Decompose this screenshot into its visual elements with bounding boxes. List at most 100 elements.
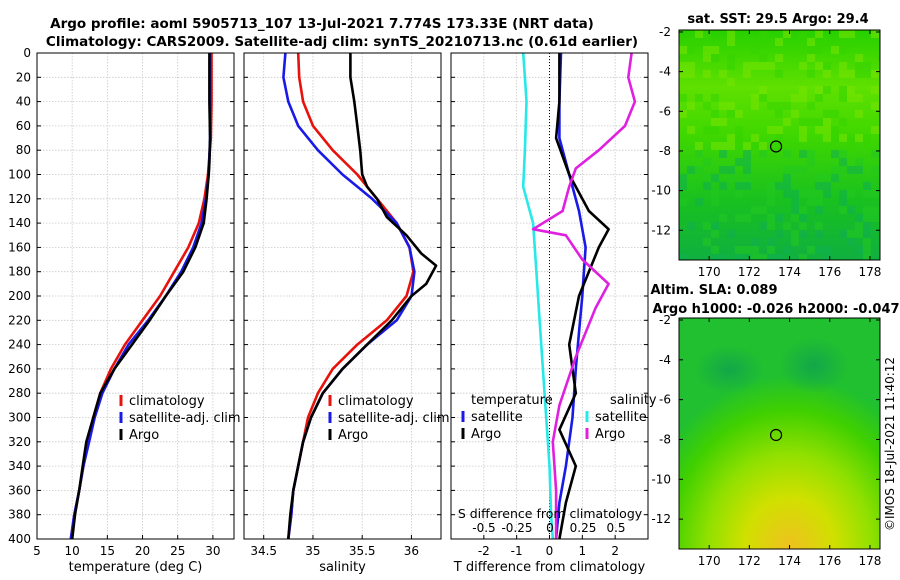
title-line-1: Argo profile: aoml 5905713_107 13-Jul-20… bbox=[50, 16, 594, 32]
sst-cell bbox=[871, 206, 879, 214]
x-axis-label: salinity bbox=[319, 560, 366, 575]
copyright-text: ©IMOS 18-Jul-2021 11:40:12 bbox=[883, 357, 897, 531]
sst-cell bbox=[711, 246, 719, 254]
map-x-tick-label: 176 bbox=[818, 265, 841, 279]
s-tick-label: 0 bbox=[546, 521, 554, 535]
sst-cell bbox=[727, 174, 735, 182]
sst-cell bbox=[823, 174, 831, 182]
sst-cell bbox=[751, 254, 759, 260]
sst-cell bbox=[831, 46, 839, 54]
x-tick-label: 20 bbox=[135, 544, 150, 558]
sst-cell bbox=[807, 190, 815, 198]
sst-cell bbox=[775, 126, 783, 134]
sst-cell bbox=[855, 94, 863, 102]
x-tick-label: 25 bbox=[170, 544, 185, 558]
sst-cell bbox=[767, 182, 775, 190]
sst-cell bbox=[855, 54, 863, 62]
sst-map-title: sat. SST: 29.5 Argo: 29.4 bbox=[687, 12, 868, 27]
sst-cell bbox=[823, 70, 831, 78]
sst-cell bbox=[719, 102, 727, 110]
sst-cell bbox=[855, 230, 863, 238]
sst-cell bbox=[815, 118, 823, 126]
sst-cell bbox=[847, 230, 855, 238]
sst-cell bbox=[807, 38, 815, 46]
legend-label: climatology bbox=[129, 394, 205, 409]
sst-cell bbox=[727, 102, 735, 110]
sst-cell bbox=[839, 70, 847, 78]
sst-cell bbox=[823, 118, 831, 126]
y-tick-label: 120 bbox=[8, 192, 31, 206]
y-tick-label: 160 bbox=[8, 240, 31, 254]
y-tick-label: 340 bbox=[8, 459, 31, 473]
sst-cell bbox=[847, 86, 855, 94]
sst-cell bbox=[831, 110, 839, 118]
sst-cell bbox=[839, 94, 847, 102]
salinity-panel: 34.5 35 35.5 36 salinity climatology satellite… bbox=[243, 52, 450, 575]
sst-cell bbox=[815, 86, 823, 94]
sst-cell bbox=[695, 166, 703, 174]
sst-cell bbox=[823, 246, 831, 254]
legend-label: satellite bbox=[595, 410, 647, 425]
y-tick-label: 400 bbox=[8, 532, 31, 546]
sst-cell bbox=[839, 190, 847, 198]
sst-cell bbox=[703, 238, 711, 246]
sst-cell bbox=[711, 46, 719, 54]
sst-cell bbox=[815, 206, 823, 214]
sst-cell bbox=[743, 214, 751, 222]
sst-cell bbox=[839, 166, 847, 174]
sst-cell bbox=[831, 134, 839, 142]
sst-cell bbox=[775, 38, 783, 46]
sst-cell bbox=[807, 150, 815, 158]
argo-position-marker bbox=[769, 428, 783, 442]
sst-cell bbox=[719, 254, 727, 260]
sst-cell bbox=[751, 38, 759, 46]
sst-cell bbox=[727, 142, 735, 150]
plot-area bbox=[244, 53, 441, 539]
sst-cell bbox=[759, 150, 767, 158]
series-line bbox=[531, 52, 637, 539]
y-tick-label: 320 bbox=[8, 435, 31, 449]
sst-cell bbox=[783, 222, 791, 230]
map-x-tick-label: 174 bbox=[778, 265, 801, 279]
sst-cell bbox=[791, 238, 799, 246]
argo-position-marker bbox=[769, 140, 783, 153]
sst-cell bbox=[727, 230, 735, 238]
sst-cell bbox=[759, 254, 767, 260]
sst-cell bbox=[823, 182, 831, 190]
sst-cell bbox=[831, 126, 839, 134]
sst-cell bbox=[839, 30, 847, 38]
y-tick-label: 60 bbox=[16, 119, 31, 133]
sst-cell bbox=[759, 222, 767, 230]
sst-cell bbox=[687, 102, 695, 110]
sst-cell bbox=[815, 190, 823, 198]
plot-frame bbox=[36, 52, 235, 540]
sla-map-subtitle: Argo h1000: -0.026 h2000: -0.047 bbox=[652, 302, 899, 317]
sst-cell bbox=[679, 94, 687, 102]
map-x-tick-label: 174 bbox=[778, 554, 801, 568]
sst-cell bbox=[751, 134, 759, 142]
sst-cell bbox=[783, 30, 791, 38]
sst-cell bbox=[799, 118, 807, 126]
sst-cell bbox=[855, 110, 863, 118]
sst-cell bbox=[775, 54, 783, 62]
sst-cell bbox=[823, 62, 831, 70]
sst-cell bbox=[783, 174, 791, 182]
sst-cell bbox=[847, 166, 855, 174]
sst-cell bbox=[799, 214, 807, 222]
sst-cell bbox=[815, 62, 823, 70]
sst-cell bbox=[855, 166, 863, 174]
sst-cell bbox=[767, 222, 775, 230]
sst-cell bbox=[767, 198, 775, 206]
sst-cell bbox=[767, 214, 775, 222]
sst-cell bbox=[711, 54, 719, 62]
series-line bbox=[554, 52, 587, 540]
legend-label: Argo bbox=[471, 427, 501, 442]
sst-cell bbox=[711, 230, 719, 238]
sst-cell bbox=[719, 142, 727, 150]
sst-cell bbox=[687, 62, 695, 70]
sst-cell bbox=[847, 142, 855, 150]
map-y-tick-label: -12 bbox=[651, 512, 671, 526]
sst-cell bbox=[783, 166, 791, 174]
sst-cell bbox=[791, 166, 799, 174]
x-tick-label: 35 bbox=[305, 544, 320, 558]
